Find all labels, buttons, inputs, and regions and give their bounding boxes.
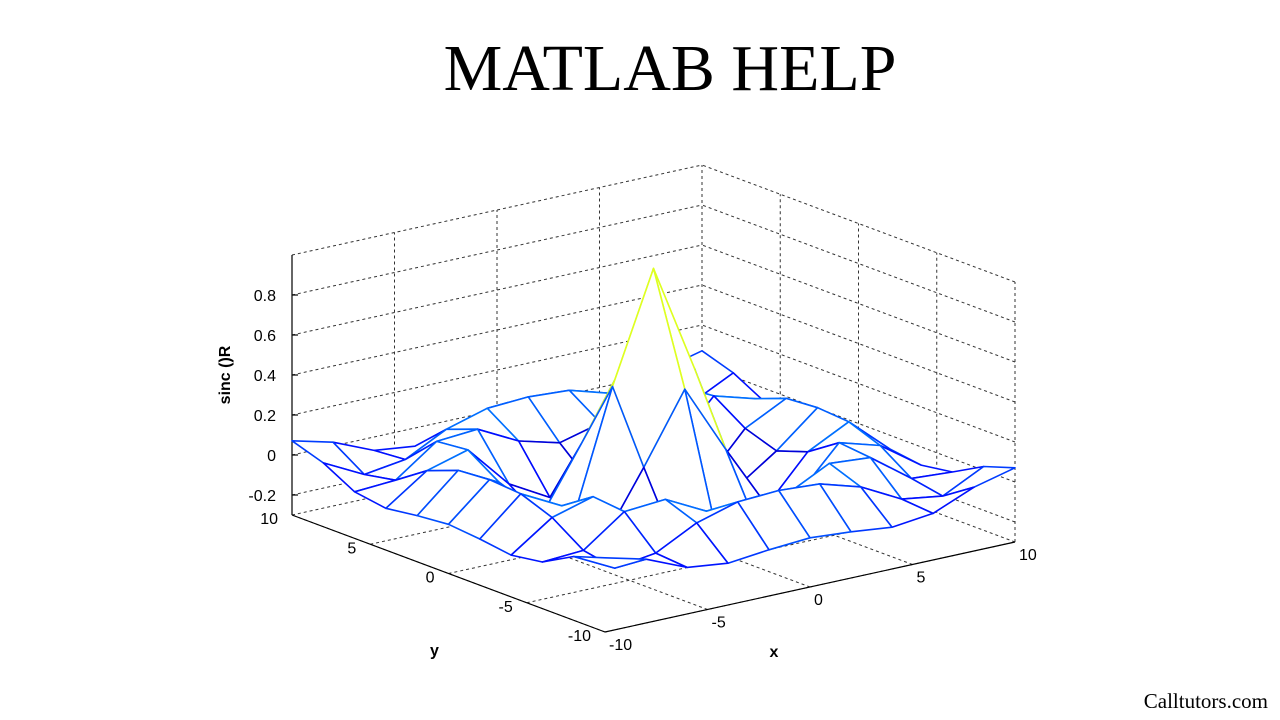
x-tick-label: 0 — [814, 592, 823, 609]
z-tick-label: 0.8 — [254, 288, 276, 305]
x-axis-line — [604, 541, 1016, 633]
grid-line — [701, 324, 1016, 443]
x-tick-label: 5 — [917, 570, 926, 587]
z-axis-label: sinc ()R — [217, 345, 234, 404]
mesh — [291, 267, 1016, 569]
z-tick-label: 0.6 — [254, 328, 276, 345]
z-tick-label: 0.2 — [254, 408, 276, 425]
mesh-cell — [572, 555, 647, 569]
y-tick-label: -10 — [568, 628, 591, 645]
y-tick-label: 5 — [347, 540, 356, 557]
slide-title: MATLAB HELP — [444, 32, 897, 105]
box-edge — [701, 164, 1016, 283]
labels: -0.2 0 0.2 0.4 0.6 0.8 -10 -5 0 5 10 -10 -5 0 5 10 x y sin… — [217, 288, 1037, 661]
y-axis-label: y — [430, 643, 439, 660]
y-axis-line — [291, 514, 606, 633]
footer: Calltutors.com — [1144, 689, 1268, 713]
x-tick-label: 10 — [1019, 547, 1037, 564]
x-tick-label: -5 — [712, 615, 726, 632]
grid-line — [701, 204, 1016, 323]
z-tick-label: 0 — [267, 448, 276, 465]
grid-line — [701, 244, 1016, 363]
grid-line — [291, 284, 703, 376]
grid-line — [291, 204, 703, 296]
x-axis-label: x — [770, 644, 779, 661]
x-tick-label: -10 — [609, 637, 632, 654]
y-tick-label: -5 — [499, 599, 513, 616]
axes — [291, 255, 1016, 633]
grid-line — [701, 364, 1016, 483]
grid-line — [291, 244, 703, 336]
y-tick-label: 10 — [260, 511, 278, 528]
z-tick-label: -0.2 — [248, 488, 276, 505]
grid-line — [701, 284, 1016, 403]
z-tick-label: 0.4 — [254, 368, 276, 385]
box-edge — [291, 164, 703, 256]
y-tick-label: 0 — [426, 570, 435, 587]
